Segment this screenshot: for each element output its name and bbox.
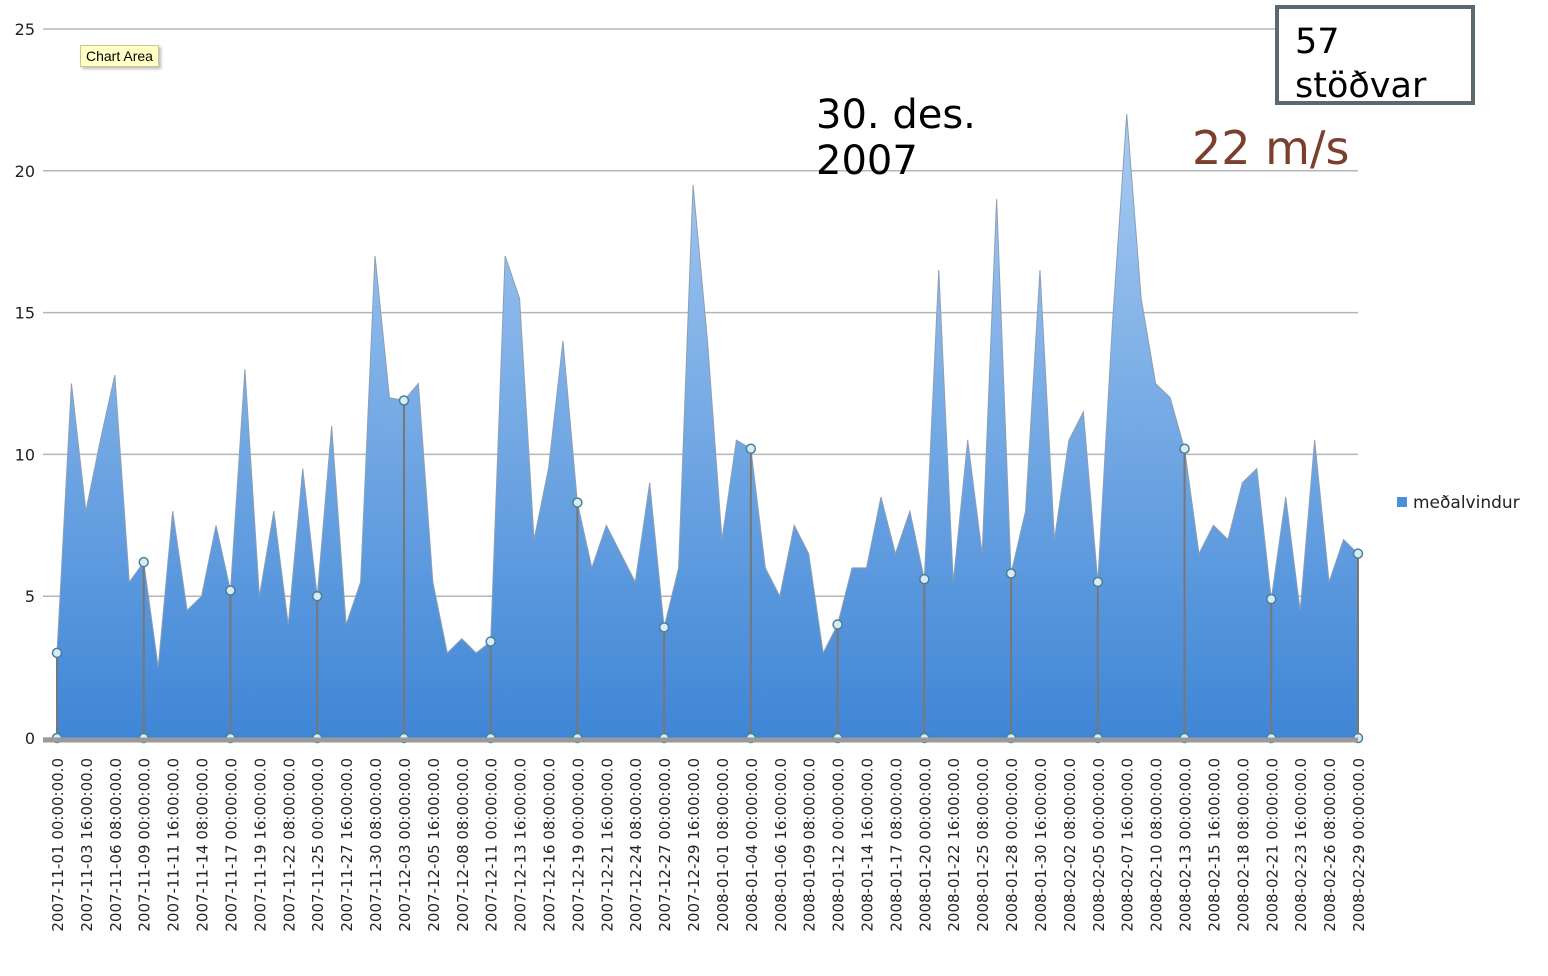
marker bbox=[485, 636, 496, 647]
marker bbox=[138, 556, 149, 568]
annotation-max: 22 m/s bbox=[1192, 121, 1350, 175]
legend-label: meðalvindur bbox=[1413, 493, 1520, 513]
x-tick-label: 2007-11-17 00:00:00.0 bbox=[222, 758, 240, 932]
x-tick-label: 2008-02-15 16:00:00.0 bbox=[1205, 758, 1223, 932]
x-tick-label: 2007-11-06 08:00:00.0 bbox=[107, 758, 125, 932]
marker bbox=[311, 590, 323, 602]
x-tick-label: 2008-01-01 08:00:00.0 bbox=[714, 758, 732, 932]
marker bbox=[1092, 576, 1104, 588]
marker bbox=[832, 619, 843, 630]
y-tick-label: 0 bbox=[25, 729, 35, 748]
x-tick-label: 2008-01-09 08:00:00.0 bbox=[801, 758, 819, 932]
x-tick-label: 2007-12-29 16:00:00.0 bbox=[685, 758, 703, 932]
annotation-date: 30. des. 2007 bbox=[816, 92, 976, 184]
x-tick-label: 2008-02-21 00:00:00.0 bbox=[1263, 758, 1281, 932]
marker bbox=[51, 647, 63, 659]
tooltip: Chart Area bbox=[80, 45, 159, 68]
x-tick-label: 2007-11-30 08:00:00.0 bbox=[367, 758, 385, 932]
x-tick-label: 2007-12-19 00:00:00.0 bbox=[569, 758, 587, 932]
x-tick-label: 2007-11-11 16:00:00.0 bbox=[165, 758, 183, 932]
x-tick-label: 2007-11-01 00:00:00.0 bbox=[49, 758, 67, 932]
x-tick-label: 2007-12-27 00:00:00.0 bbox=[656, 758, 674, 932]
x-tick-label: 2008-01-17 08:00:00.0 bbox=[887, 758, 905, 932]
x-tick-label: 2007-12-13 16:00:00.0 bbox=[512, 758, 530, 932]
y-tick-label: 10 bbox=[15, 445, 35, 464]
x-tick-label: 2007-11-27 16:00:00.0 bbox=[338, 758, 356, 932]
x-tick-label: 2007-12-24 08:00:00.0 bbox=[627, 758, 645, 932]
x-tick-label: 2008-01-28 00:00:00.0 bbox=[1003, 758, 1021, 932]
x-tick-label: 2008-01-30 16:00:00.0 bbox=[1032, 758, 1050, 932]
y-tick-label: 20 bbox=[15, 162, 35, 181]
x-tick-label: 2008-02-23 16:00:00.0 bbox=[1292, 758, 1310, 932]
x-tick-label: 2008-01-04 00:00:00.0 bbox=[743, 758, 761, 932]
marker bbox=[1179, 443, 1190, 454]
y-tick-label: 15 bbox=[15, 304, 35, 323]
x-tick-label: 2008-02-18 08:00:00.0 bbox=[1234, 758, 1252, 932]
area bbox=[56, 114, 1359, 739]
annotation-box: 57 stöðvar bbox=[1275, 5, 1475, 106]
x-tick-label: 2008-01-25 08:00:00.0 bbox=[974, 758, 992, 932]
marker bbox=[745, 443, 757, 454]
marker bbox=[1352, 548, 1364, 559]
x-tick-label: 2008-02-05 00:00:00.0 bbox=[1090, 758, 1108, 932]
x-tick-label: 2008-02-29 00:00:00.0 bbox=[1350, 758, 1368, 932]
x-tick-label: 2007-12-05 16:00:00.0 bbox=[425, 758, 443, 932]
x-tick-label: 2007-11-14 08:00:00.0 bbox=[194, 758, 212, 932]
marker bbox=[658, 622, 670, 633]
marker bbox=[572, 497, 583, 508]
x-tick-label: 2007-11-09 00:00:00.0 bbox=[136, 758, 154, 932]
x-tick-label: 2008-01-06 16:00:00.0 bbox=[772, 758, 790, 932]
x-tick-label: 2007-11-03 16:00:00.0 bbox=[78, 758, 96, 932]
x-tick-label: 2008-02-02 08:00:00.0 bbox=[1061, 758, 1079, 932]
x-tick-label: 2007-12-11 00:00:00.0 bbox=[483, 758, 501, 932]
x-tick-label: 2008-02-26 08:00:00.0 bbox=[1321, 758, 1339, 932]
x-tick-label: 2008-01-12 00:00:00.0 bbox=[830, 758, 848, 932]
x-tick-label: 2008-01-22 16:00:00.0 bbox=[945, 758, 963, 932]
marker bbox=[919, 573, 930, 585]
x-tick-label: 2007-12-08 08:00:00.0 bbox=[454, 758, 472, 932]
marker bbox=[225, 585, 236, 596]
x-tick-label: 2007-11-25 00:00:00.0 bbox=[309, 758, 327, 932]
x-tick-label: 2007-12-03 00:00:00.0 bbox=[396, 758, 414, 932]
x-tick-label: 2007-11-19 16:00:00.0 bbox=[251, 758, 269, 932]
marker bbox=[398, 395, 410, 406]
x-tick-label: 2007-12-21 16:00:00.0 bbox=[598, 758, 616, 932]
x-tick-label: 2008-02-13 00:00:00.0 bbox=[1177, 758, 1195, 932]
x-tick-label: 2008-02-07 16:00:00.0 bbox=[1119, 758, 1137, 932]
x-tick-label: 2008-01-14 16:00:00.0 bbox=[859, 758, 877, 932]
legend-swatch bbox=[1397, 497, 1407, 507]
marker bbox=[1266, 593, 1277, 605]
x-tick-label: 2008-01-20 00:00:00.0 bbox=[916, 758, 934, 932]
y-tick-label: 5 bbox=[25, 587, 35, 606]
marker bbox=[1005, 568, 1017, 579]
y-tick-label: 25 bbox=[15, 20, 35, 39]
x-tick-label: 2008-02-10 08:00:00.0 bbox=[1148, 758, 1166, 932]
x-tick-label: 2007-11-22 08:00:00.0 bbox=[280, 758, 298, 932]
x-tick-label: 2007-12-16 08:00:00.0 bbox=[540, 758, 558, 932]
